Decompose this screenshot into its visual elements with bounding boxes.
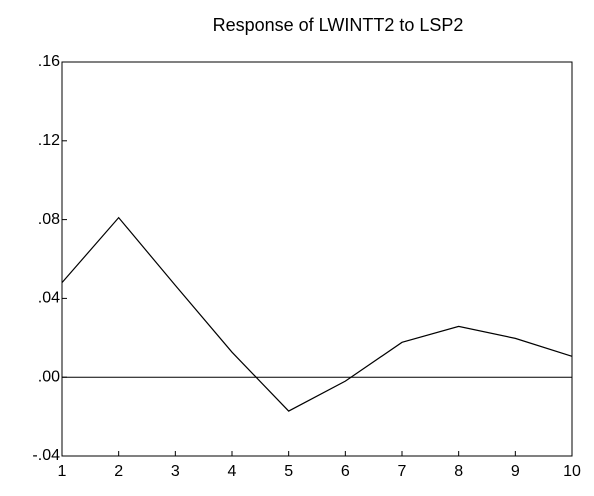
x-tick-label: 9 <box>511 463 520 480</box>
x-tick-label: 4 <box>228 463 237 480</box>
x-tick-label: 1 <box>58 463 67 480</box>
x-tick-label: 5 <box>284 463 293 480</box>
y-tick-label: .16 <box>38 53 60 70</box>
x-tick-label: 8 <box>454 463 463 480</box>
y-tick-label: .00 <box>38 368 60 385</box>
chart-title: Response of LWINTT2 to LSP2 <box>213 15 464 35</box>
x-tick-label: 3 <box>171 463 180 480</box>
y-tick-label: .12 <box>38 132 60 149</box>
y-tick-label: -.04 <box>32 447 60 464</box>
x-tick-label: 2 <box>114 463 123 480</box>
x-tick-label: 7 <box>398 463 407 480</box>
y-tick-label: .08 <box>38 211 60 228</box>
line-series <box>61 216 573 412</box>
x-tick-label: 6 <box>341 463 350 480</box>
y-tick-label: .04 <box>38 290 60 307</box>
x-tick-label: 10 <box>563 463 581 480</box>
plot-frame <box>61 61 573 457</box>
